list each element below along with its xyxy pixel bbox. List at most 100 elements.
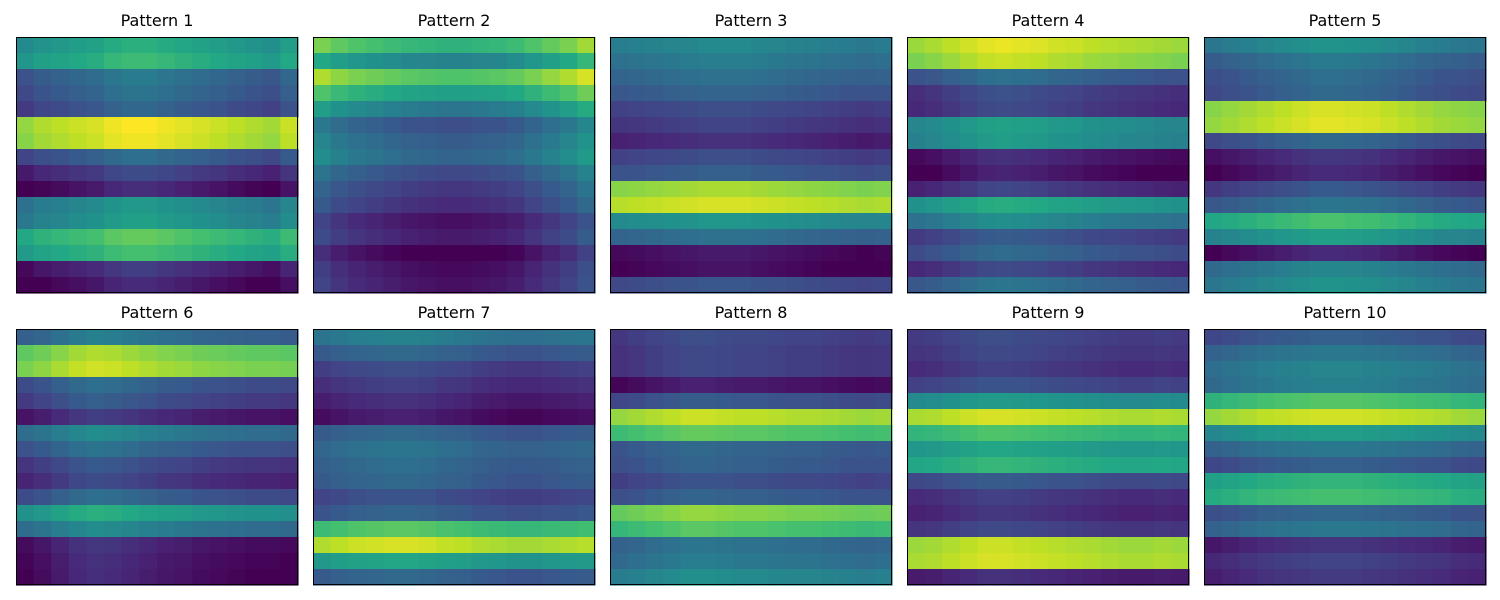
heatmap-cell: [33, 133, 52, 150]
heatmap-cell: [995, 521, 1014, 538]
heatmap-cell: [577, 261, 596, 278]
heatmap-cell: [1153, 473, 1172, 490]
heatmap-cell: [542, 505, 561, 522]
heatmap-cell: [577, 133, 596, 150]
heatmap-cell: [1292, 521, 1311, 538]
heatmap-cell: [365, 345, 385, 362]
heatmap-cell: [1100, 69, 1120, 86]
heatmap-cell: [803, 361, 823, 378]
heatmap-cell: [924, 505, 943, 522]
heatmap-cell: [559, 229, 578, 246]
heatmap-cell: [821, 133, 840, 150]
heatmap-cell: [1221, 521, 1240, 538]
heatmap-cell: [121, 329, 140, 346]
heatmap-cell: [1380, 213, 1399, 230]
heatmap-cell: [733, 85, 752, 102]
heatmap-cell: [542, 117, 561, 134]
heatmap-cell: [1292, 457, 1311, 474]
heatmap-cell: [803, 213, 823, 230]
heatmap-cell: [821, 361, 840, 378]
heatmap-cell: [365, 165, 385, 182]
heatmap-cell: [1468, 393, 1487, 410]
heatmap-cell: [383, 165, 402, 182]
heatmap-cell: [733, 473, 752, 490]
heatmap-cell: [1065, 149, 1084, 166]
heatmap-cell: [627, 53, 646, 70]
heatmap-cell: [506, 457, 526, 474]
heatmap-cell: [559, 213, 578, 230]
heatmap-cell: [121, 553, 140, 570]
heatmap-cell: [1327, 181, 1346, 198]
heatmap-cell: [627, 489, 646, 506]
heatmap-cell: [977, 277, 996, 294]
heatmap-cell: [995, 85, 1014, 102]
heatmap-cell: [1012, 197, 1031, 214]
heatmap-cell: [1100, 277, 1120, 294]
heatmap-cell: [577, 69, 596, 86]
heatmap-cell: [1327, 569, 1346, 586]
heatmap-cell: [751, 537, 770, 554]
heatmap-cell: [1274, 457, 1293, 474]
heatmap-cell: [506, 553, 526, 570]
heatmap-cell: [907, 37, 926, 54]
heatmap-cell: [51, 197, 70, 214]
heatmap-cell: [1153, 53, 1172, 70]
heatmap-cell: [68, 521, 88, 538]
heatmap-cell: [1136, 213, 1155, 230]
heatmap-cell: [104, 197, 123, 214]
heatmap-cell: [1345, 101, 1364, 118]
heatmap-cell: [1136, 133, 1155, 150]
heatmap-cell: [856, 37, 875, 54]
heatmap-cell: [1048, 409, 1067, 426]
heatmap-cell: [1415, 133, 1434, 150]
heatmap-cell: [874, 229, 893, 246]
heatmap-cell: [16, 537, 35, 554]
heatmap-cell: [1100, 441, 1120, 458]
heatmap-panel: [16, 329, 299, 586]
heatmap-cell: [662, 133, 682, 150]
heatmap-cell: [121, 245, 140, 262]
heatmap-cell: [1256, 149, 1276, 166]
heatmap-cell: [942, 409, 961, 426]
heatmap-cell: [418, 537, 437, 554]
heatmap-cell: [524, 85, 543, 102]
heatmap-cell: [68, 489, 88, 506]
heatmap-cell: [245, 165, 264, 182]
heatmap-cell: [383, 393, 402, 410]
heatmap-cell: [839, 261, 858, 278]
heatmap-cell: [715, 213, 734, 230]
panel-title: Pattern 8: [714, 303, 788, 322]
heatmap-cell: [839, 345, 858, 362]
heatmap-cell: [524, 473, 543, 490]
heatmap-cell: [907, 277, 926, 294]
heatmap-cell: [733, 569, 752, 586]
heatmap-cell: [262, 521, 281, 538]
heatmap-cell: [733, 277, 752, 294]
heatmap-cell: [1239, 229, 1258, 246]
heatmap-cell: [1012, 521, 1031, 538]
heatmap-cell: [418, 425, 437, 442]
heatmap-cell: [1450, 245, 1469, 262]
heatmap-cell: [454, 505, 473, 522]
heatmap-cell: [942, 345, 961, 362]
heatmap-cell: [33, 425, 52, 442]
heatmap-cell: [1204, 85, 1223, 102]
heatmap-cell: [1345, 377, 1364, 394]
heatmap-cell: [1204, 229, 1223, 246]
heatmap-cell: [209, 361, 229, 378]
heatmap-cell: [262, 409, 281, 426]
heatmap-cell: [645, 213, 664, 230]
heatmap-cell: [383, 425, 402, 442]
heatmap-cell: [86, 133, 105, 150]
heatmap-cell: [715, 377, 734, 394]
heatmap-cell: [1450, 457, 1469, 474]
heatmap-cell: [209, 213, 229, 230]
heatmap-cell: [1397, 197, 1417, 214]
heatmap-cell: [1083, 409, 1102, 426]
heatmap-cell: [313, 457, 332, 474]
heatmap-cell: [1345, 245, 1364, 262]
heatmap-cell: [1274, 329, 1293, 346]
heatmap-cell: [262, 489, 281, 506]
heatmap-cell: [1118, 409, 1137, 426]
heatmap-cell: [1118, 361, 1137, 378]
